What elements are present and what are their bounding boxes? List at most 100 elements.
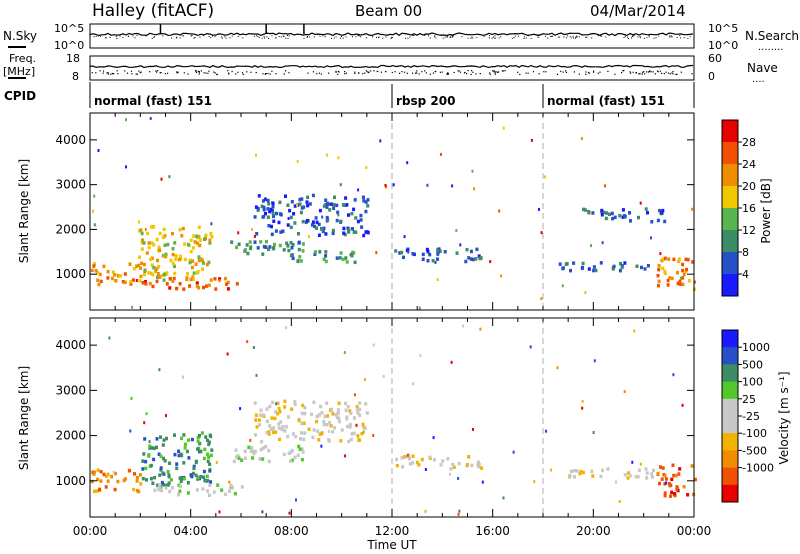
echo-cell xyxy=(255,425,259,429)
velocity-colorbar-tick-label: 25 xyxy=(742,393,756,406)
nave-dot xyxy=(691,73,693,75)
echo-cell xyxy=(261,457,265,461)
echo-cell xyxy=(174,254,178,258)
echo-cell xyxy=(285,241,289,245)
echo-cell xyxy=(676,281,680,286)
nave-dot xyxy=(364,72,366,74)
echo-cell xyxy=(318,432,322,436)
nave-dot xyxy=(629,71,631,73)
noise-search-dot xyxy=(95,35,97,37)
echo-cell xyxy=(395,463,399,468)
echo-cell xyxy=(436,252,440,256)
nave-dot xyxy=(659,70,661,72)
scatter-cell xyxy=(343,351,346,354)
echo-cell xyxy=(294,434,298,439)
echo-cell xyxy=(159,435,162,439)
echo-cell xyxy=(97,282,101,287)
scatter-cell xyxy=(540,231,543,235)
nave-dot xyxy=(344,73,346,75)
echo-cell xyxy=(365,411,369,415)
nave-dot xyxy=(135,73,137,75)
echo-cell xyxy=(288,208,292,213)
echo-cell xyxy=(143,272,146,277)
nave-dot xyxy=(599,71,601,73)
echo-cell xyxy=(428,252,432,257)
echo-cell xyxy=(604,216,608,221)
nave-dot xyxy=(155,70,157,72)
nave-dot xyxy=(107,73,109,75)
nave-dot xyxy=(102,70,105,72)
scatter-cell xyxy=(593,359,596,363)
echo-cell xyxy=(322,226,326,231)
echo-cell xyxy=(315,220,319,225)
nave-dot xyxy=(472,71,474,73)
echo-cell xyxy=(296,259,300,264)
echo-cell xyxy=(356,411,360,415)
echo-cell xyxy=(666,283,670,287)
echo-cell xyxy=(155,266,159,271)
nave-dot xyxy=(335,71,337,73)
nave-dot xyxy=(649,70,651,72)
scatter-cell xyxy=(92,209,94,213)
scatter-cell xyxy=(672,373,675,377)
echo-cell xyxy=(346,404,350,409)
echo-cell xyxy=(446,457,450,461)
echo-cell xyxy=(173,452,177,457)
nave-dot xyxy=(652,71,654,73)
echo-cell xyxy=(116,273,120,278)
scatter-cell xyxy=(237,231,240,235)
echo-cell xyxy=(670,477,674,482)
echo-cell xyxy=(197,258,201,263)
nave-dot xyxy=(265,73,267,75)
echo-cell xyxy=(292,212,296,216)
echo-cell xyxy=(132,487,136,492)
echo-cell xyxy=(192,271,196,275)
nave-dot xyxy=(675,73,677,75)
echo-cell xyxy=(253,240,257,244)
echo-cell xyxy=(138,255,142,259)
echo-cell xyxy=(286,244,290,248)
echo-cell xyxy=(312,400,316,404)
echo-cell xyxy=(155,279,159,284)
time-axis-label: Time UT xyxy=(366,538,417,552)
echo-cell xyxy=(146,231,150,236)
scatter-cell xyxy=(97,149,100,152)
nave-dot xyxy=(117,73,119,75)
echo-cell xyxy=(451,462,455,467)
echo-cell xyxy=(198,434,201,438)
echo-cell xyxy=(261,413,265,417)
noise-search-dot xyxy=(671,36,673,38)
echo-cell xyxy=(206,452,210,456)
noise-search-dot xyxy=(280,36,282,38)
echo-cell xyxy=(158,473,162,477)
echo-cell xyxy=(165,282,169,286)
echo-cell xyxy=(147,453,151,457)
echo-cell xyxy=(578,471,582,476)
nave-dot xyxy=(441,71,443,73)
echo-cell xyxy=(357,438,361,442)
echo-cell xyxy=(106,276,110,280)
echo-cell xyxy=(286,223,290,227)
echo-cell xyxy=(366,198,370,202)
echo-cell xyxy=(269,427,273,431)
echo-cell xyxy=(663,219,667,224)
echo-cell xyxy=(192,464,196,469)
echo-cell xyxy=(194,459,198,464)
echo-cell xyxy=(182,461,186,465)
scatter-cell xyxy=(481,480,484,484)
noise-search-dot xyxy=(132,35,134,37)
scatter-cell xyxy=(631,460,634,464)
scatter-cell xyxy=(451,184,454,188)
echo-cell xyxy=(443,250,447,254)
echo-cell xyxy=(237,242,241,246)
scatter-cell xyxy=(418,306,421,310)
echo-cell xyxy=(257,418,261,422)
echo-cell xyxy=(301,249,305,253)
echo-cell xyxy=(303,405,307,410)
nave-dot xyxy=(401,71,403,73)
echo-cell xyxy=(204,284,208,288)
echo-cell xyxy=(282,248,286,252)
x-tick-label: 08:00 xyxy=(274,524,309,538)
echo-cell xyxy=(187,456,191,460)
echo-cell xyxy=(173,241,177,245)
